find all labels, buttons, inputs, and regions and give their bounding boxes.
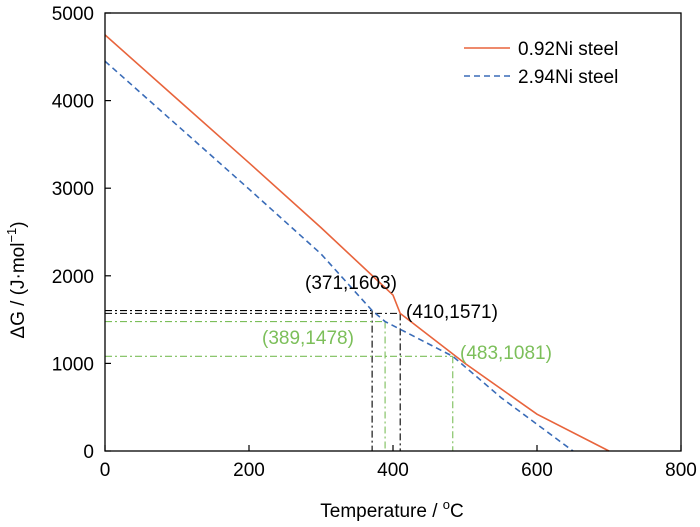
x-axis-title-sup: o (443, 497, 450, 512)
series-lines (104, 34, 610, 452)
x-tick-label: 800 (665, 460, 697, 481)
x-tick-label: 600 (521, 460, 553, 481)
x-tick-label: 0 (100, 460, 111, 481)
legend-label-2.94ni: 2.94Ni steel (518, 67, 618, 88)
y-tick-label: 2000 (52, 267, 94, 288)
series-line-1 (104, 60, 574, 452)
y-tick-label: 1000 (52, 354, 94, 375)
x-tick-label: 400 (377, 460, 409, 481)
x-tick-label: 200 (233, 460, 265, 481)
series-line-0 (104, 34, 610, 452)
y-axis-title-sup: −1 (4, 228, 19, 243)
annotation-389-1478: (389,1478) (262, 328, 354, 349)
reference-lines (105, 310, 454, 451)
y-axis-title: ΔG / (J·mol−1) (4, 221, 29, 338)
annotation-410-1571: (410,1571) (406, 302, 498, 323)
y-axis-title-delta: ΔG (8, 311, 29, 338)
annotation-483-1081: (483,1081) (460, 343, 552, 364)
tick-labels: 0 200 400 600 800 0 1000 2000 3000 4000 5000 (52, 4, 697, 481)
axis-ticks (104, 12, 682, 452)
annotation-371-1603: (371,1603) (305, 273, 397, 294)
y-tick-label: 5000 (52, 4, 94, 25)
y-axis-title-close: ) (8, 221, 29, 227)
y-axis-title-rest: / (J·mol (8, 243, 29, 312)
x-axis-title: Temperature / oC (320, 497, 463, 522)
y-tick-label: 3000 (52, 179, 94, 200)
legend: 0.92Ni steel 2.94Ni steel (464, 39, 618, 88)
y-tick-label: 4000 (52, 92, 94, 113)
x-axis-title-main: Temperature / (320, 501, 443, 522)
legend-label-0.92ni: 0.92Ni steel (518, 39, 618, 60)
y-tick-label: 0 (83, 442, 94, 463)
x-axis-title-unit: C (450, 501, 464, 522)
